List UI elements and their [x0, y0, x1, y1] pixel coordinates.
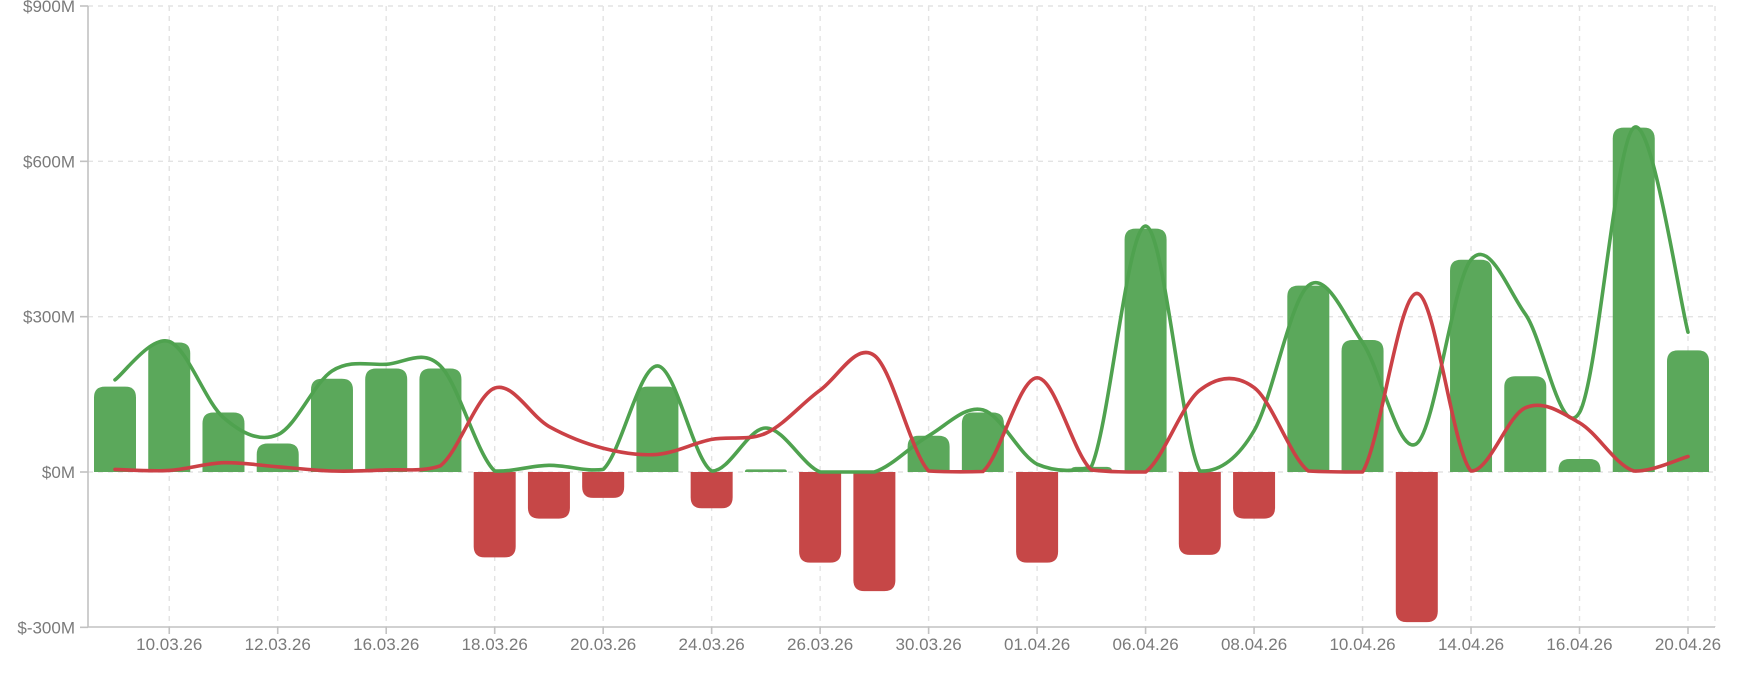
- x-tick-label-20.03.26: 20.03.26: [570, 635, 636, 654]
- bar-positive-13.03.26: [310, 378, 353, 472]
- x-tick-label-10.03.26: 10.03.26: [136, 635, 202, 654]
- x-tick-label-08.04.26: 08.04.26: [1221, 635, 1287, 654]
- bar-positive-14.04.26: [1450, 259, 1493, 472]
- x-tick-label-18.03.26: 18.03.26: [462, 635, 528, 654]
- x-axis-labels: 10.03.26 12.03.26 16.03.26 18.03.26 20.03.26…: [136, 635, 1721, 654]
- daily-flow-bars: [94, 127, 1709, 623]
- bar-positive-16.03.26: [365, 368, 408, 472]
- outflow-smoothed-line: [113, 291, 1690, 474]
- bar-negative-13.04.26: [1395, 472, 1438, 623]
- x-tick-label-16.03.26: 16.03.26: [353, 635, 419, 654]
- x-tick-label-20.04.26: 20.04.26: [1655, 635, 1721, 654]
- y-tick-label-300: $300M: [23, 308, 75, 327]
- bar-negative-27.03.26: [853, 472, 896, 592]
- y-tick-label--300: $-300M: [17, 618, 75, 637]
- bar-negative-07.04.26: [1178, 472, 1221, 555]
- bar-positive-10.04.26: [1341, 339, 1384, 472]
- x-tick-label-10.04.26: 10.04.26: [1329, 635, 1395, 654]
- x-tick-label-01.04.26: 01.04.26: [1004, 635, 1070, 654]
- y-tick-label-600: $600M: [23, 152, 75, 171]
- x-tick-label-12.03.26: 12.03.26: [245, 635, 311, 654]
- bar-negative-08.04.26: [1233, 472, 1276, 519]
- bar-negative-18.03.26: [473, 472, 516, 558]
- bar-positive-25.03.26: [744, 469, 787, 472]
- bar-negative-26.03.26: [799, 472, 842, 563]
- x-tick-label-30.03.26: 30.03.26: [896, 635, 962, 654]
- x-tick-label-16.04.26: 16.04.26: [1546, 635, 1612, 654]
- bar-positive-23.03.26: [636, 386, 679, 472]
- x-tick-label-26.03.26: 26.03.26: [787, 635, 853, 654]
- smoothed-flow-lines: [113, 125, 1690, 474]
- bar-positive-06.04.26: [1124, 228, 1167, 472]
- bar-positive-15.04.26: [1504, 376, 1547, 472]
- bar-negative-19.03.26: [527, 472, 570, 519]
- bar-positive-09.04.26: [1287, 285, 1330, 472]
- y-tick-label-0: $0M: [42, 463, 75, 482]
- axes: [80, 5, 1715, 634]
- bar-negative-20.03.26: [582, 472, 625, 498]
- bar-positive-16.04.26: [1558, 459, 1601, 472]
- bar-positive-10.03.26: [148, 342, 191, 472]
- x-tick-label-14.04.26: 14.04.26: [1438, 635, 1504, 654]
- bar-negative-24.03.26: [690, 472, 733, 509]
- bar-negative-01.04.26: [1016, 472, 1059, 563]
- inflow-smoothed-line: [113, 125, 1690, 474]
- x-tick-label-06.04.26: 06.04.26: [1112, 635, 1178, 654]
- bar-positive-17.04.26: [1612, 127, 1655, 472]
- bar-positive-20.04.26: [1667, 350, 1709, 472]
- y-axis-labels: $900M $600M $300M $0M $-300M: [17, 0, 75, 637]
- y-tick-label-900: $900M: [23, 0, 75, 16]
- bar-positive-17.03.26: [419, 368, 462, 472]
- bar-positive-09.03.26: [94, 386, 136, 472]
- x-tick-label-24.03.26: 24.03.26: [679, 635, 745, 654]
